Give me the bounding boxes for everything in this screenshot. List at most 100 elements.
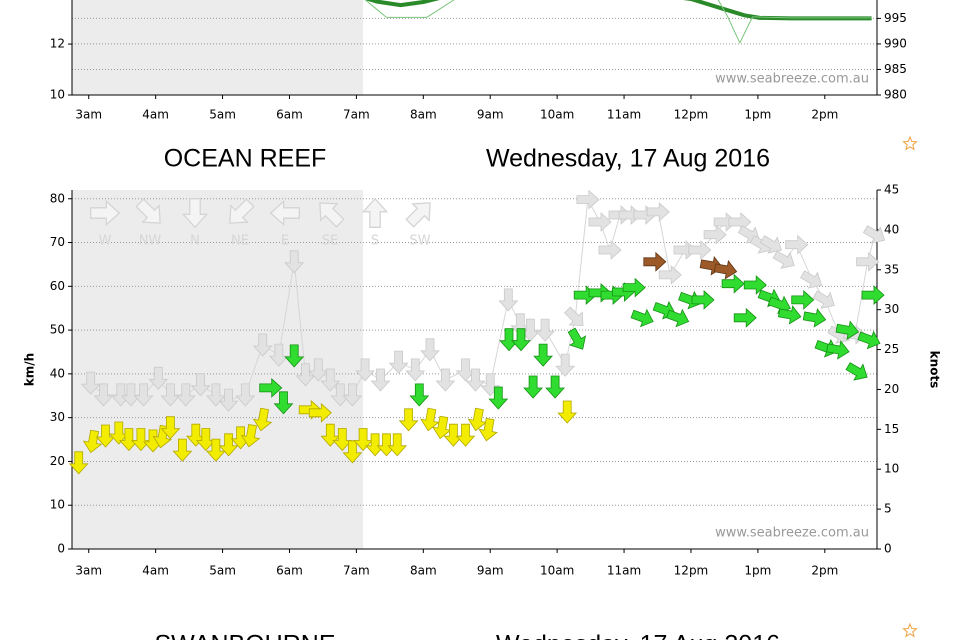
gust-arrow	[564, 306, 584, 327]
wind-arrow	[240, 424, 261, 448]
gust-arrow	[308, 358, 329, 382]
next-date-title: Wednesday, 17 Aug 2016	[496, 631, 780, 640]
wind-arrow	[195, 428, 216, 452]
y2-tick-label: 10	[884, 462, 899, 476]
x-tick-label: 6am	[276, 108, 303, 122]
compass-arrow	[229, 198, 255, 224]
compass-arrow	[361, 197, 389, 228]
wind-arrow	[206, 438, 226, 462]
compass-label: NE	[231, 234, 249, 249]
y2-tick-label: 20	[884, 382, 899, 396]
gust-arrow	[555, 353, 576, 377]
x-tick-label: 9am	[477, 564, 504, 578]
gust-arrow	[295, 363, 316, 387]
wind-arrow	[455, 423, 476, 447]
wind-arrow	[376, 433, 397, 457]
wind-arrow	[353, 428, 373, 452]
x-tick-label: 8am	[410, 108, 437, 122]
wind-arrow	[443, 423, 464, 447]
gust-arrow	[420, 338, 440, 362]
wind-arrow	[567, 327, 587, 350]
x-tick-label: 11am	[607, 108, 641, 122]
x-tick-label: 12pm	[674, 564, 709, 578]
y-tick-label: 30	[50, 410, 65, 424]
gust-arrow	[598, 240, 622, 260]
wind-arrow	[342, 440, 363, 464]
gust-arrow	[713, 212, 737, 232]
wind-arrow	[523, 375, 543, 399]
gust-arrow	[688, 240, 712, 260]
compass-label: E	[281, 234, 289, 249]
y-tick-label: 12	[50, 37, 65, 51]
wind-arrow	[95, 424, 116, 448]
wind-arrow	[826, 340, 850, 360]
wind-arrow	[743, 275, 767, 295]
x-tick-label: 2pm	[811, 564, 838, 578]
wind-arrow	[835, 320, 860, 340]
wind-arrow	[432, 415, 452, 440]
gust-arrow	[673, 240, 697, 260]
wind-arrow	[778, 305, 802, 325]
gust-arrow	[535, 318, 555, 342]
gust-arrow	[206, 383, 226, 407]
gust-arrow	[800, 270, 823, 289]
gust-arrow	[455, 358, 476, 382]
x-tick-label: 5am	[209, 564, 236, 578]
x-tick-label: 5am	[209, 108, 236, 122]
gust-arrow	[388, 350, 409, 374]
gust-arrow	[856, 251, 880, 272]
gust-arrow	[80, 371, 101, 395]
wind-arrow	[643, 251, 667, 272]
wind-arrow	[533, 343, 553, 367]
y2-tick-label: 995	[884, 11, 907, 25]
wind-arrow	[478, 417, 498, 442]
gust-arrow	[703, 224, 727, 245]
gust-arrow	[772, 250, 795, 269]
wind-arrow	[713, 260, 738, 280]
y2-tick-label: 0	[884, 542, 892, 556]
y2-tick-label: 5	[884, 502, 892, 516]
wind-arrow	[387, 433, 408, 457]
wind-arrow	[622, 277, 646, 298]
y2-tick-label: 985	[884, 62, 907, 76]
gust-arrow	[785, 234, 809, 255]
compass-arrow	[269, 199, 300, 227]
gust-arrow	[405, 358, 426, 382]
wind-arrow	[499, 328, 519, 352]
compass-arrow	[405, 202, 431, 228]
watermark: www.seabreeze.com.au	[715, 526, 869, 541]
y-tick-label: 10	[50, 498, 65, 512]
date-title: Wednesday, 17 Aug 2016	[486, 145, 770, 173]
wind-arrow	[557, 400, 578, 424]
wind-arrow	[488, 386, 509, 410]
wind-arrow	[259, 378, 283, 398]
x-tick-label: 4am	[142, 108, 169, 122]
y2-tick-label: 25	[884, 342, 899, 356]
y-tick-label: 50	[50, 323, 65, 337]
wind-arrow	[68, 451, 89, 475]
favorite-star[interactable]	[902, 135, 918, 151]
wind-arrow	[82, 429, 103, 454]
gust-arrow	[759, 235, 782, 254]
wind-arrow	[733, 307, 757, 328]
gust-arrow	[812, 290, 835, 309]
wind-arrow	[409, 383, 430, 407]
gust-arrow	[435, 368, 456, 392]
gust-arrow	[588, 212, 612, 232]
gust-arrow	[190, 373, 211, 397]
gust-arrow	[342, 383, 363, 407]
gust-arrow	[284, 250, 305, 274]
gust-arrow	[728, 212, 752, 232]
gust-arrow	[576, 189, 600, 210]
x-tick-label: 7am	[343, 564, 370, 578]
wind-arrow	[420, 407, 440, 432]
gust-arrow	[252, 333, 273, 357]
y-tick-label: 20	[50, 454, 65, 468]
gust-arrow	[93, 383, 114, 407]
x-tick-label: 11am	[607, 564, 641, 578]
next-station-title: SWANBOURNE	[154, 631, 335, 640]
gust-arrow	[646, 202, 670, 222]
favorite-star[interactable]	[902, 622, 918, 638]
wind-arrow	[467, 407, 488, 432]
